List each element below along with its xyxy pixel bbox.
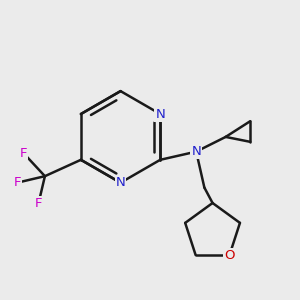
Text: N: N xyxy=(155,107,165,121)
Text: N: N xyxy=(191,145,201,158)
Text: N: N xyxy=(116,176,125,189)
Text: O: O xyxy=(224,249,235,262)
Text: F: F xyxy=(13,176,21,189)
Text: F: F xyxy=(20,147,27,160)
Text: F: F xyxy=(34,197,42,211)
